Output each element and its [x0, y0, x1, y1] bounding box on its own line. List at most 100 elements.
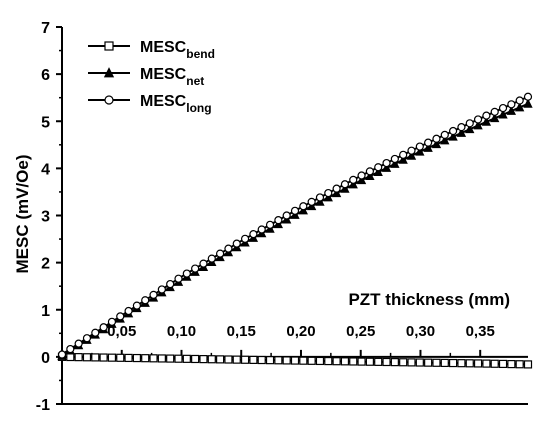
circle-marker [324, 188, 333, 198]
circle-marker [374, 163, 383, 172]
y-tick-label: 0 [41, 350, 50, 367]
square-marker [465, 359, 474, 368]
circle-marker [157, 285, 166, 294]
square-marker [174, 354, 183, 363]
x-axis-label: PZT thickness (mm) [348, 290, 510, 309]
square-marker [132, 353, 141, 363]
circle-marker [166, 279, 175, 289]
square-marker [324, 356, 333, 366]
square-marker [157, 354, 166, 363]
triangle-marker [481, 116, 492, 126]
square-marker [340, 357, 350, 366]
circle-marker [216, 249, 225, 258]
circle-marker [232, 239, 241, 248]
square-marker [290, 356, 300, 365]
triangle-marker [406, 150, 417, 160]
square-marker [507, 359, 516, 369]
circle-marker [224, 244, 233, 253]
circle-marker [407, 146, 416, 155]
circle-marker [149, 290, 158, 299]
square-marker [274, 356, 283, 365]
circle-marker [349, 175, 358, 184]
circle-marker [104, 95, 114, 105]
legend-entry-bend: MESCbend [88, 39, 215, 61]
square-marker [199, 355, 208, 364]
legend-label: MESCbend [140, 39, 215, 61]
square-marker [149, 354, 158, 363]
triangle-marker [373, 166, 383, 176]
triangle-marker [423, 142, 433, 152]
square-marker [216, 355, 225, 364]
circle-marker [498, 103, 508, 113]
triangle-marker [465, 123, 475, 134]
circle-marker [357, 171, 366, 180]
legend-label: MESCnet [140, 66, 204, 88]
square-marker [473, 359, 483, 368]
circle-marker [116, 312, 125, 321]
circle-marker [340, 180, 350, 189]
circle-marker [482, 111, 491, 120]
square-marker [440, 358, 449, 368]
triangle-marker [473, 120, 483, 130]
square-marker [141, 354, 150, 363]
y-tick-label: 4 [41, 161, 50, 178]
square-marker [349, 357, 358, 366]
square-marker [207, 355, 216, 364]
square-marker [407, 358, 416, 367]
circle-marker [424, 138, 433, 147]
circle-marker [91, 328, 100, 337]
triangle-marker [498, 109, 508, 119]
circle-marker [382, 158, 391, 168]
square-marker [82, 353, 92, 362]
circle-marker [240, 234, 250, 243]
y-tick-label: 1 [41, 303, 50, 320]
circle-marker [141, 296, 150, 305]
circle-marker [449, 126, 458, 136]
square-marker [382, 357, 391, 367]
circle-marker [207, 254, 216, 263]
square-marker [282, 356, 291, 365]
y-tick-label: 6 [41, 67, 50, 84]
square-marker [490, 359, 499, 368]
legend-label-main: MESC [140, 39, 187, 56]
x-tick-label: 0,15 [227, 323, 256, 340]
square-marker [432, 358, 441, 367]
triangle-marker [348, 179, 358, 189]
circle-marker [274, 216, 283, 225]
square-marker [107, 353, 117, 362]
square-marker [191, 354, 200, 364]
circle-marker [257, 225, 266, 234]
circle-marker [282, 211, 291, 220]
triangle-marker [356, 174, 367, 185]
legend-label-main: MESC [140, 93, 187, 110]
square-marker [415, 358, 424, 367]
square-marker [232, 355, 241, 364]
circle-marker [440, 130, 449, 140]
square-marker [116, 353, 125, 362]
y-tick-label: 7 [41, 20, 50, 37]
circle-marker [74, 339, 83, 348]
circle-marker [507, 100, 516, 109]
square-marker [482, 359, 491, 368]
square-marker [315, 356, 325, 366]
square-marker [332, 357, 341, 366]
x-tick-label: 0,25 [346, 323, 375, 340]
legend-entry-net: MESCnet [88, 66, 204, 88]
legend-label-main: MESC [140, 66, 187, 83]
circle-marker [415, 142, 424, 151]
x-tick-label: 0,30 [406, 323, 435, 340]
circle-marker [490, 107, 499, 116]
square-marker [249, 355, 258, 364]
triangle-marker [398, 154, 408, 164]
series-net [57, 98, 533, 360]
chart-series [57, 92, 533, 369]
circle-marker [332, 184, 341, 193]
square-marker [166, 354, 175, 363]
triangle-marker [448, 131, 458, 141]
circle-marker [66, 344, 75, 354]
square-marker [265, 356, 275, 365]
legend-label-sub: bend [186, 47, 215, 61]
circle-marker [299, 202, 308, 211]
